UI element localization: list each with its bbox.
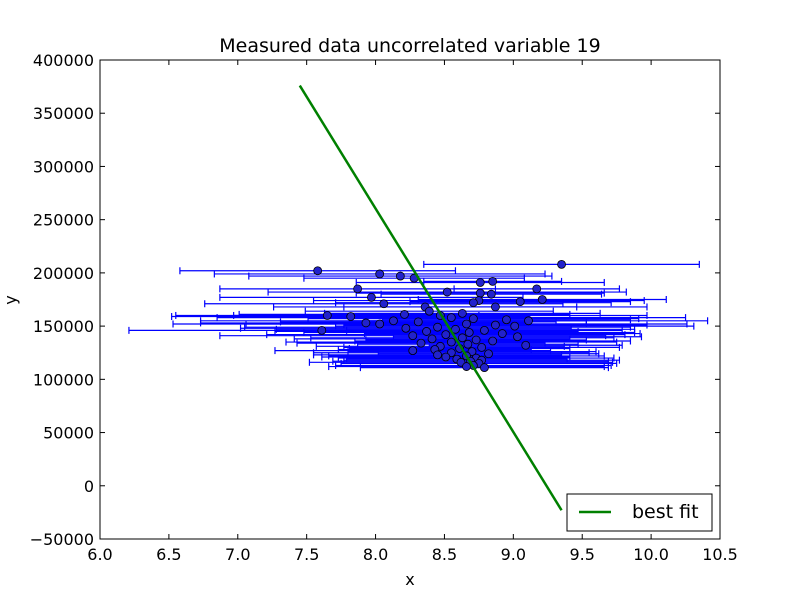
data-point [462, 362, 471, 371]
data-point [491, 320, 500, 330]
data-point [427, 334, 437, 344]
data-point [317, 325, 327, 335]
data-point [367, 292, 376, 302]
x-tick-label: 7.0 [225, 545, 250, 564]
x-tick-label: 9.5 [569, 545, 594, 564]
data-point [441, 352, 451, 362]
y-tick-label: 0 [84, 477, 94, 496]
data-point [497, 329, 507, 338]
data-point [379, 299, 389, 309]
data-point [457, 308, 467, 318]
best-fit-line [298, 84, 563, 511]
data-point [400, 310, 409, 319]
plot-area [128, 84, 709, 511]
y-tick-label: 250000 [33, 211, 94, 230]
x-tick-label: 10.0 [633, 545, 669, 564]
data-point [477, 342, 487, 352]
data-point [389, 316, 398, 326]
x-tick-label: 10.5 [702, 545, 738, 564]
data-point [375, 269, 385, 279]
data-point [479, 325, 489, 335]
y-tick-label: 350000 [33, 104, 94, 123]
data-point [416, 338, 426, 348]
data-point [353, 284, 363, 294]
axis-ticks: 6.0 6.5 7.0 7.5 8.0 8.5 9.0 9.5 10.0 10.5 −50000 0 5… [30, 51, 738, 564]
y-tick-label: −50000 [30, 530, 94, 549]
y-tick-label: 50000 [43, 424, 94, 443]
data-point [375, 319, 385, 329]
data-point [521, 340, 531, 350]
data-point [524, 316, 533, 326]
data-point [463, 339, 473, 349]
data-point [464, 328, 474, 337]
data-point [502, 315, 511, 325]
data-point [515, 297, 525, 307]
plot-frame [99, 59, 721, 540]
data-point [537, 295, 547, 304]
data-point [532, 284, 542, 294]
y-tick-label: 100000 [33, 370, 94, 389]
data-point [442, 287, 452, 297]
data-point [424, 306, 434, 316]
data-point [510, 321, 520, 331]
data-point [401, 323, 411, 333]
legend: best fit [566, 493, 713, 532]
y-tick-label: 300000 [33, 157, 94, 176]
data-point [395, 271, 405, 281]
data-point [457, 333, 467, 343]
data-point [479, 363, 489, 373]
data-point [422, 327, 431, 336]
data-point [557, 259, 566, 269]
y-tick-label: 400000 [33, 51, 94, 70]
data-point [413, 317, 423, 327]
legend-label-best-fit: best fit [632, 501, 699, 523]
data-point [433, 350, 442, 360]
y-tick-label: 200000 [33, 264, 94, 283]
y-axis-label: y [1, 295, 20, 304]
chart-title: Measured data uncorrelated variable 19 [219, 35, 600, 57]
data-point [408, 331, 418, 341]
x-tick-label: 9.0 [501, 545, 526, 564]
data-point [513, 332, 522, 342]
data-point [475, 278, 485, 287]
x-tick-label: 6.0 [87, 545, 112, 564]
data-point [361, 318, 371, 328]
data-point [446, 337, 456, 347]
data-point [322, 311, 332, 320]
x-tick-label: 8.5 [432, 545, 457, 564]
x-tick-label: 7.5 [294, 545, 319, 564]
data-point [462, 319, 471, 329]
x-tick-label: 8.0 [363, 545, 388, 564]
data-point [408, 346, 418, 355]
data-point [491, 302, 500, 312]
data-point [488, 277, 498, 286]
data-points [313, 259, 566, 373]
data-point [471, 335, 481, 345]
data-point [488, 336, 498, 346]
x-axis-label: x [405, 570, 414, 589]
data-point [346, 312, 356, 321]
data-point [441, 330, 451, 340]
data-point [313, 266, 323, 276]
x-tick-label: 6.5 [156, 545, 181, 564]
data-point [446, 313, 456, 322]
y-tick-label: 150000 [33, 317, 94, 336]
data-point [475, 288, 485, 298]
data-point [484, 349, 493, 359]
data-point [468, 298, 478, 308]
data-point [433, 322, 442, 332]
data-point [486, 289, 496, 299]
data-point [468, 314, 478, 324]
